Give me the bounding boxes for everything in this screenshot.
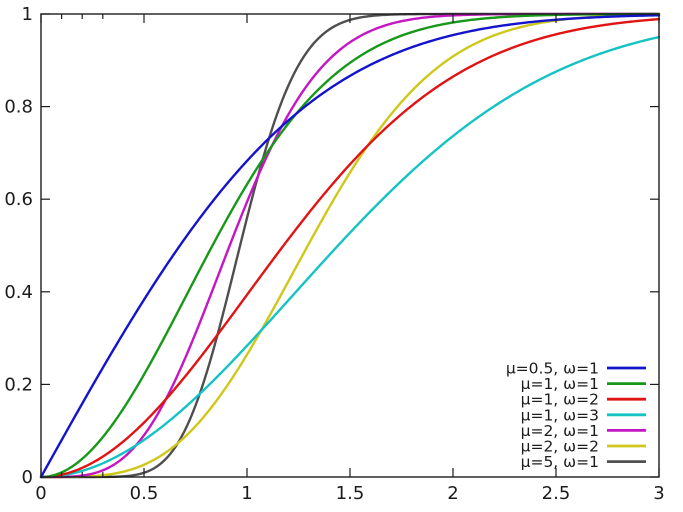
y-tick-label: 0.8 bbox=[4, 97, 33, 118]
legend-label: μ=2, ω=1 bbox=[521, 422, 599, 440]
cdf-curve--1-2 bbox=[39, 17, 661, 479]
legend-label: μ=0.5, ω=1 bbox=[506, 360, 599, 378]
x-tick-label: 2 bbox=[447, 483, 458, 504]
y-tick-label: 0.6 bbox=[4, 189, 33, 210]
x-tick-label: 0.5 bbox=[130, 483, 159, 504]
legend-label: μ=5, ω=1 bbox=[521, 453, 599, 471]
legend-label: μ=1, ω=3 bbox=[521, 406, 599, 424]
x-tick-label: 3 bbox=[653, 483, 664, 504]
y-axis-tick-labels: 0 0.2 0.4 0.6 0.8 1 bbox=[4, 4, 33, 488]
legend-label: μ=2, ω=2 bbox=[521, 438, 599, 456]
legend: μ=0.5, ω=1μ=1, ω=1μ=1, ω=2μ=1, ω=3μ=2, ω… bbox=[506, 360, 646, 471]
y-tick-label: 0 bbox=[22, 467, 33, 488]
y-tick-label: 1 bbox=[22, 4, 33, 25]
x-axis-tick-labels: 0 0.5 1 1.5 2 2.5 3 bbox=[35, 483, 664, 504]
cdf-curve--1-3 bbox=[39, 35, 661, 479]
x-tick-label: 1 bbox=[241, 483, 252, 504]
axis-ticks bbox=[40, 13, 660, 478]
x-tick-label: 2.5 bbox=[542, 483, 571, 504]
y-tick-label: 0.2 bbox=[4, 374, 33, 395]
x-tick-label: 0 bbox=[35, 483, 46, 504]
x-tick-label: 1.5 bbox=[336, 483, 365, 504]
legend-label: μ=1, ω=1 bbox=[521, 375, 599, 393]
legend-label: μ=1, ω=2 bbox=[521, 391, 599, 409]
cdf-curves bbox=[39, 12, 661, 479]
y-tick-label: 0.4 bbox=[4, 282, 33, 303]
